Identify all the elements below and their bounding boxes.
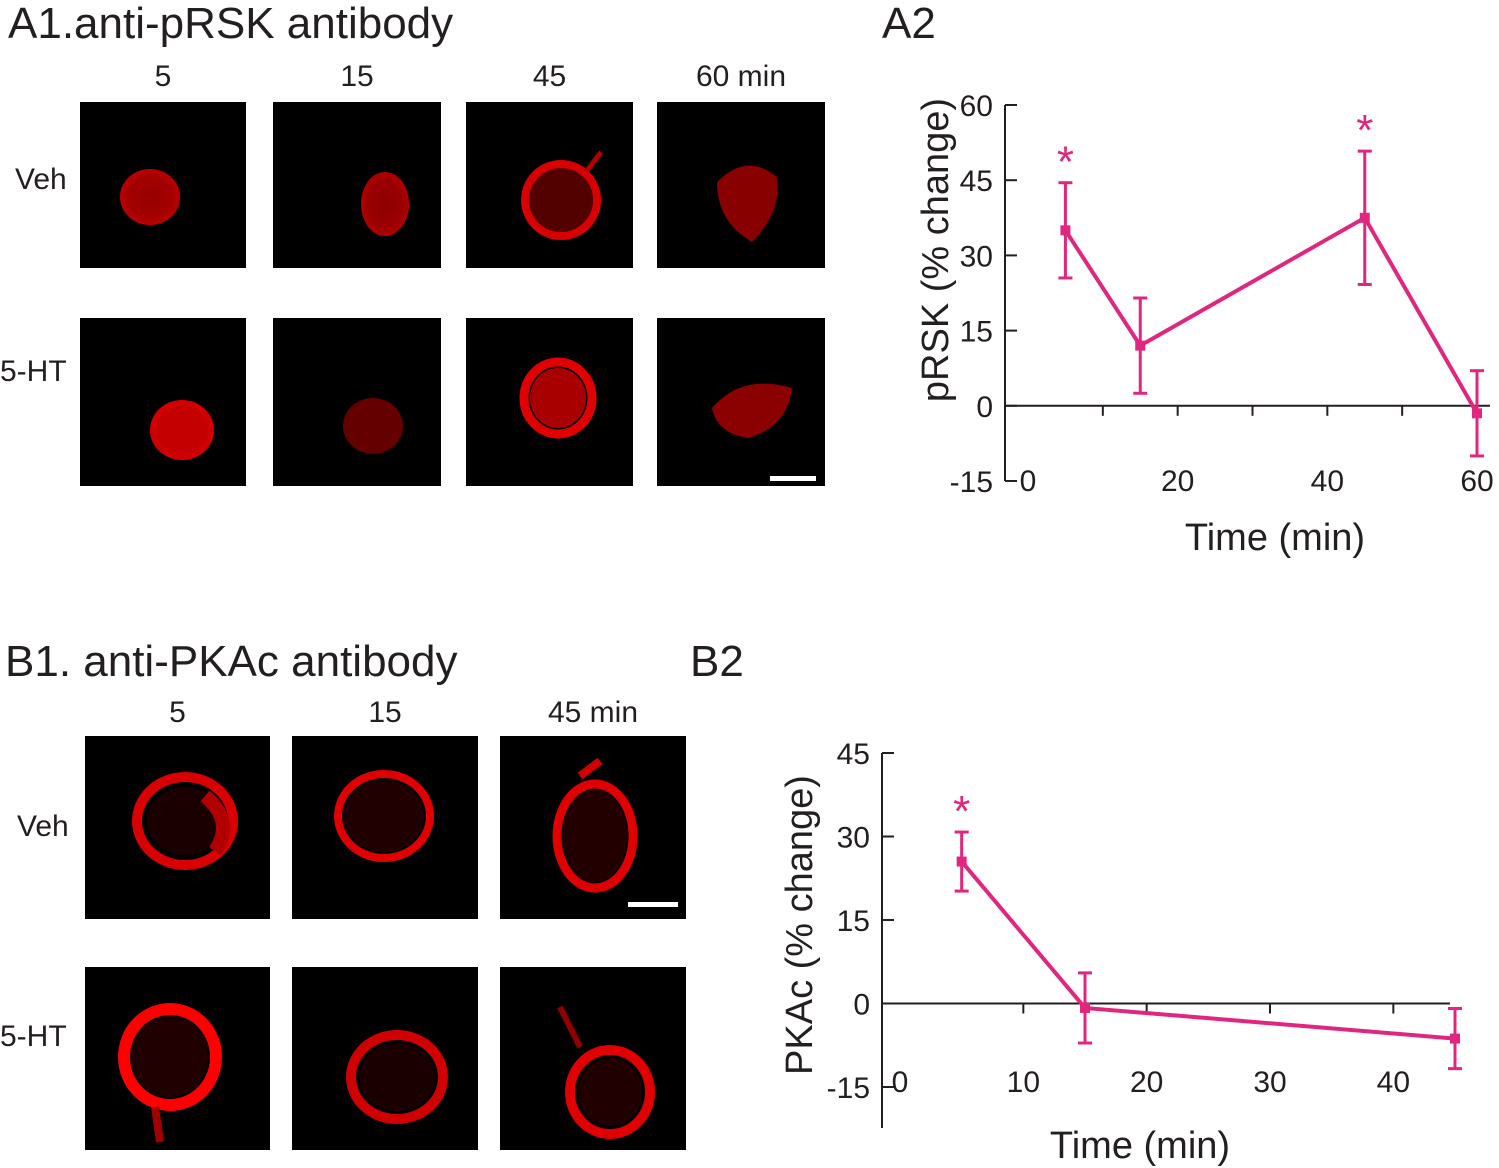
micrograph-b1-5ht-5min [85, 967, 270, 1150]
y-tick-label: 0 [976, 391, 993, 424]
a1-time-label-45: 45 [532, 60, 567, 93]
data-point [956, 856, 967, 867]
b1-time-label-45: 45 min [547, 696, 639, 729]
panel-a2-title: A2 [882, 0, 936, 48]
x-tick-label: 10 [1007, 1066, 1040, 1099]
x-tick-label: 30 [1253, 1066, 1286, 1099]
a1-time-label-15: 15 [340, 60, 374, 93]
x-tick-label: 0 [1020, 465, 1037, 498]
scale-bar [770, 476, 816, 481]
a1-row-label-veh: Veh [15, 163, 67, 196]
data-point [1450, 1033, 1460, 1044]
micrograph-b1-veh-45min [500, 736, 686, 919]
data-point [1080, 1002, 1090, 1013]
chart-a2: -15 0 15 30 45 60 0 20 40 60 Time (min) pRSK (% cha… [915, 90, 1494, 559]
y-tick-label: 60 [960, 90, 993, 123]
y-tick-label: 30 [837, 822, 870, 855]
series-line [1063, 215, 1479, 415]
x-tick-label: 40 [1311, 465, 1344, 498]
micrograph-a1-5ht-60min [657, 318, 825, 486]
micrograph-a1-veh-60min [657, 102, 825, 268]
data-point [1060, 225, 1071, 236]
y-tick-label: 45 [960, 165, 993, 198]
micrograph-a1-5ht-15min [273, 318, 441, 486]
x-tick-label: 60 [1460, 465, 1493, 498]
data-point [1472, 408, 1482, 419]
significance-marker: * [1057, 138, 1074, 187]
a1-time-label-60: 60 min [695, 60, 787, 93]
x-tick-label: 0 [892, 1066, 909, 1099]
micrograph-a1-5ht-5min [80, 318, 246, 486]
micrograph-a1-veh-45min [466, 102, 633, 268]
b1-row-label-5ht: 5-HT [0, 1020, 67, 1053]
panel-b1-title: B1. anti-PKAc antibody [5, 637, 458, 686]
a1-time-label-5: 5 [154, 60, 172, 93]
y-axis-title: PKAc (% change) [779, 775, 821, 1075]
x-axis-title: Time (min) [1185, 517, 1365, 559]
y-tick-label: 0 [853, 989, 870, 1022]
y-tick-label: -15 [827, 1072, 870, 1105]
x-tick-label: 20 [1161, 465, 1194, 498]
micrograph-b1-5ht-45min [500, 967, 686, 1150]
series-line [960, 860, 1456, 1041]
data-point [1135, 340, 1146, 351]
micrograph-a1-veh-5min [80, 102, 246, 268]
significance-marker: * [1356, 106, 1373, 155]
y-axis-title: pRSK (% change) [915, 98, 957, 402]
y-tick-label: 45 [837, 738, 870, 771]
b1-time-label-5: 5 [169, 696, 186, 729]
micrograph-b1-veh-5min [85, 736, 270, 919]
y-tick-label: 15 [837, 905, 870, 938]
chart-b2: -15 0 15 30 45 0 10 20 30 40 Time (min) PKAc (% cha… [779, 738, 1462, 1167]
micrograph-a1-veh-15min [273, 102, 441, 268]
x-tick-label: 20 [1130, 1066, 1163, 1099]
panel-b2-title: B2 [690, 637, 744, 686]
a1-row-label-5ht: 5-HT [0, 355, 67, 388]
micrograph-a1-5ht-45min [466, 318, 633, 486]
panel-a1-title: A1.anti-pRSK antibody [8, 0, 454, 48]
scale-bar [628, 902, 678, 907]
x-tick-label: 40 [1377, 1066, 1410, 1099]
b1-row-label-veh: Veh [17, 810, 69, 843]
micrograph-b1-5ht-15min [292, 967, 478, 1150]
micrograph-b1-veh-15min [292, 736, 478, 919]
y-tick-label: -15 [950, 466, 993, 499]
significance-marker: * [953, 787, 970, 836]
y-tick-label: 30 [960, 240, 993, 273]
b1-time-label-15: 15 [368, 696, 402, 729]
data-point [1359, 212, 1370, 223]
x-axis-title: Time (min) [1050, 1125, 1230, 1167]
y-tick-label: 15 [960, 316, 993, 349]
